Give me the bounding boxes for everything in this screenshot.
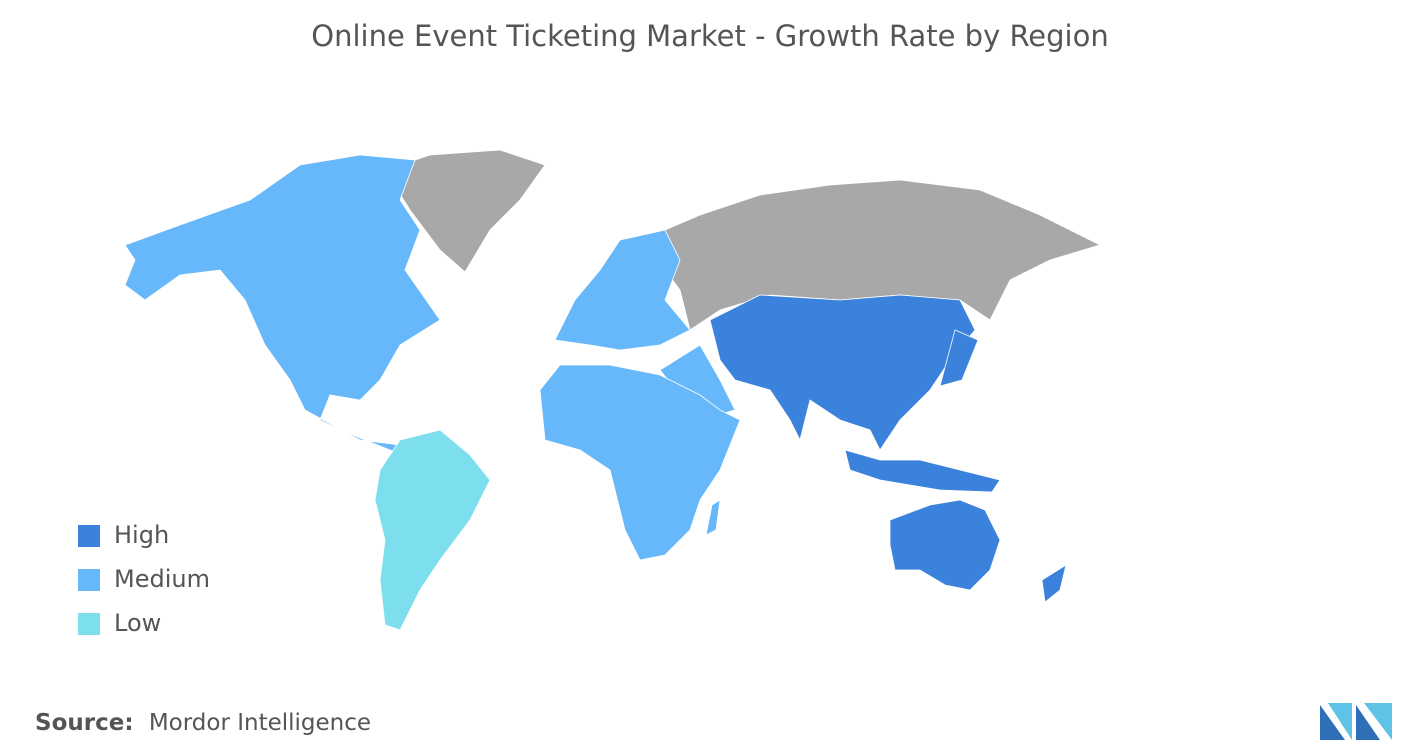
legend-swatch bbox=[78, 613, 100, 635]
africa bbox=[539, 364, 741, 561]
australia bbox=[889, 499, 1001, 591]
japan bbox=[939, 329, 979, 387]
greenland bbox=[384, 149, 546, 273]
world-map bbox=[124, 149, 1102, 631]
source-text: Mordor Intelligence bbox=[149, 710, 371, 736]
legend-swatch bbox=[78, 525, 100, 547]
europe bbox=[554, 229, 691, 351]
madagascar bbox=[705, 499, 721, 536]
north-america bbox=[124, 154, 441, 453]
legend: High Medium Low bbox=[78, 521, 210, 637]
source-label: Source: bbox=[35, 710, 134, 736]
southeast-asia-islands bbox=[844, 449, 1001, 493]
legend-label: Medium bbox=[114, 565, 210, 593]
legend-swatch bbox=[78, 569, 100, 591]
legend-label: Low bbox=[114, 609, 161, 637]
legend-label: High bbox=[114, 521, 169, 549]
source: Source: Mordor Intelligence bbox=[35, 710, 371, 736]
south-america bbox=[374, 429, 491, 631]
russia bbox=[664, 179, 1102, 331]
title: Online Event Ticketing Market - Growth R… bbox=[311, 19, 1108, 53]
new-zealand bbox=[1041, 564, 1067, 603]
asia bbox=[709, 294, 976, 451]
logo bbox=[1320, 703, 1392, 740]
